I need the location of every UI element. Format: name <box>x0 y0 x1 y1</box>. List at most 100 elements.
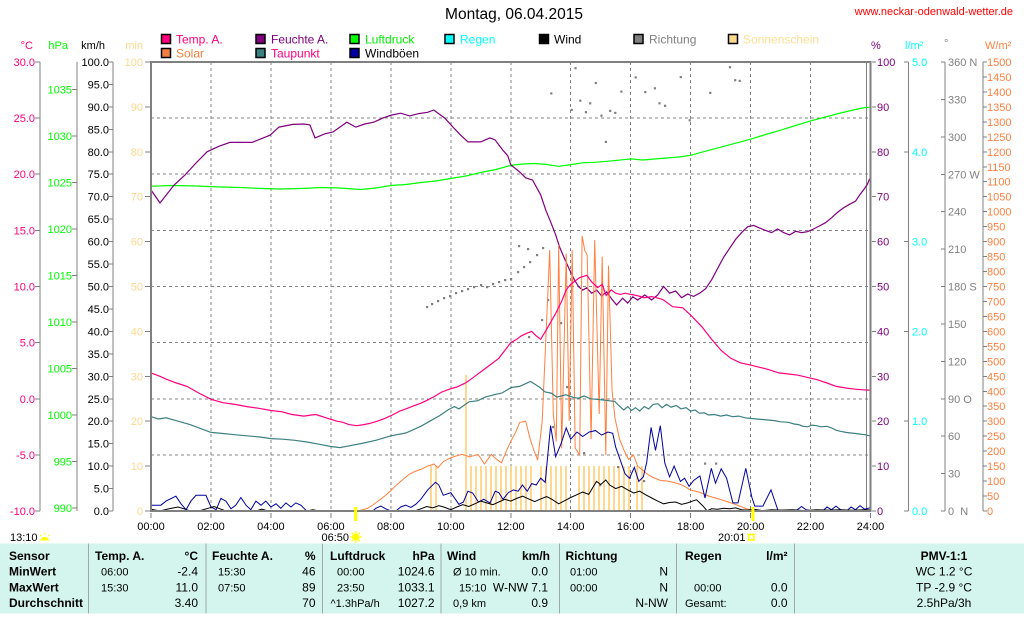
svg-text:200: 200 <box>987 446 1005 458</box>
svg-text:15:10: 15:10 <box>459 583 487 595</box>
svg-text:Temp. A.: Temp. A. <box>95 549 144 563</box>
svg-text:l/m²: l/m² <box>905 40 924 52</box>
svg-text:1100: 1100 <box>987 177 1011 189</box>
svg-text:0 N: 0 N <box>948 506 968 518</box>
svg-text:90 O: 90 O <box>948 394 972 406</box>
svg-text:1033.1: 1033.1 <box>398 581 435 595</box>
svg-text:80: 80 <box>131 147 143 159</box>
svg-text:10: 10 <box>131 461 143 473</box>
svg-text:46: 46 <box>302 565 316 579</box>
svg-text:90: 90 <box>131 102 143 114</box>
svg-text:40.0: 40.0 <box>88 326 109 338</box>
svg-text:24:00: 24:00 <box>857 521 885 533</box>
svg-text:02:00: 02:00 <box>197 521 225 533</box>
svg-text:06:00: 06:00 <box>317 521 345 533</box>
svg-text:70: 70 <box>302 596 316 610</box>
svg-text:1027.2: 1027.2 <box>398 596 435 610</box>
svg-text:3.40: 3.40 <box>175 596 199 610</box>
svg-text:60: 60 <box>131 237 143 249</box>
svg-text:PMV-1:1: PMV-1:1 <box>921 549 968 563</box>
svg-text:0,9 km: 0,9 km <box>453 598 486 610</box>
svg-text:100: 100 <box>877 57 895 69</box>
svg-text:750: 750 <box>987 282 1005 294</box>
svg-text:30: 30 <box>948 469 960 481</box>
svg-text:1030: 1030 <box>48 131 72 143</box>
svg-text:5.0: 5.0 <box>94 484 109 496</box>
svg-text:1050: 1050 <box>987 192 1011 204</box>
svg-text:1015: 1015 <box>48 271 72 283</box>
svg-text:%: % <box>305 549 316 563</box>
svg-text:500: 500 <box>987 356 1005 368</box>
svg-text:1010: 1010 <box>48 317 72 329</box>
svg-text:1450: 1450 <box>987 72 1011 84</box>
svg-text:990: 990 <box>54 503 72 515</box>
svg-text:1024.6: 1024.6 <box>398 565 435 579</box>
svg-text:15:30: 15:30 <box>218 567 246 579</box>
svg-text:06:50: 06:50 <box>321 532 349 544</box>
svg-text:1350: 1350 <box>987 102 1011 114</box>
svg-text:1005: 1005 <box>48 364 72 376</box>
svg-text:300: 300 <box>987 416 1005 428</box>
svg-text:Sonnenschein: Sonnenschein <box>743 33 819 47</box>
svg-text:Gesamt:: Gesamt: <box>685 598 727 610</box>
svg-text:Luftdruck: Luftdruck <box>330 549 386 563</box>
svg-text:0: 0 <box>877 506 883 518</box>
svg-text:120: 120 <box>948 356 966 368</box>
svg-text:45.0: 45.0 <box>88 304 109 316</box>
svg-text:°C: °C <box>21 40 33 52</box>
svg-text:80.0: 80.0 <box>88 147 109 159</box>
svg-text:0.0: 0.0 <box>912 506 927 518</box>
svg-text:Sensor: Sensor <box>9 549 50 563</box>
svg-text:65.0: 65.0 <box>88 214 109 226</box>
svg-text:50.0: 50.0 <box>88 282 109 294</box>
svg-text:1035: 1035 <box>48 85 72 97</box>
svg-text:95.0: 95.0 <box>88 79 109 91</box>
svg-text:450: 450 <box>987 371 1005 383</box>
svg-text:11.0: 11.0 <box>176 581 199 595</box>
svg-text:150: 150 <box>987 461 1005 473</box>
svg-text:250: 250 <box>987 431 1005 443</box>
svg-text:18:00: 18:00 <box>677 521 705 533</box>
svg-text:N: N <box>659 565 668 579</box>
svg-text:Luftdruck: Luftdruck <box>365 33 415 47</box>
svg-text:Taupunkt: Taupunkt <box>271 47 320 61</box>
svg-text:20:00: 20:00 <box>737 521 765 533</box>
svg-text:W-NW 7.1: W-NW 7.1 <box>493 581 548 595</box>
svg-text:0.0: 0.0 <box>20 394 35 406</box>
svg-text:90.0: 90.0 <box>88 102 109 114</box>
svg-text:0.0: 0.0 <box>771 596 788 610</box>
svg-text:06:00: 06:00 <box>101 567 129 579</box>
svg-text:50: 50 <box>131 282 143 294</box>
svg-text:1000: 1000 <box>48 410 72 422</box>
svg-text:13:10: 13:10 <box>10 532 38 544</box>
svg-text:900: 900 <box>987 237 1005 249</box>
svg-text:80: 80 <box>877 147 889 159</box>
svg-text:30: 30 <box>131 371 143 383</box>
svg-text:100: 100 <box>987 476 1005 488</box>
svg-text:330: 330 <box>948 94 966 106</box>
svg-text:°: ° <box>944 38 948 50</box>
svg-text:60: 60 <box>948 431 960 443</box>
svg-text:4.0: 4.0 <box>912 147 927 159</box>
svg-text:01:00: 01:00 <box>570 567 598 579</box>
svg-text:55.0: 55.0 <box>88 259 109 271</box>
svg-text:04:00: 04:00 <box>257 521 285 533</box>
svg-text:hPa: hPa <box>48 40 68 52</box>
svg-text:N: N <box>659 581 668 595</box>
svg-text:00:00: 00:00 <box>137 521 165 533</box>
svg-text:Regen: Regen <box>460 33 495 47</box>
svg-text:MaxWert: MaxWert <box>9 581 59 595</box>
svg-text:MinWert: MinWert <box>9 565 56 579</box>
svg-text:50: 50 <box>987 491 999 503</box>
svg-text:89: 89 <box>302 581 316 595</box>
svg-text:10.0: 10.0 <box>88 461 109 473</box>
svg-text:10.0: 10.0 <box>14 282 35 294</box>
svg-text:Feuchte A.: Feuchte A. <box>212 549 273 563</box>
svg-text:km/h: km/h <box>522 549 550 563</box>
svg-text:07:50: 07:50 <box>218 583 246 595</box>
svg-text:0.0: 0.0 <box>94 506 109 518</box>
svg-text:40: 40 <box>131 326 143 338</box>
svg-text:Montag, 06.04.2015: Montag, 06.04.2015 <box>445 6 583 23</box>
svg-text:35.0: 35.0 <box>88 349 109 361</box>
svg-text:950: 950 <box>987 222 1005 234</box>
